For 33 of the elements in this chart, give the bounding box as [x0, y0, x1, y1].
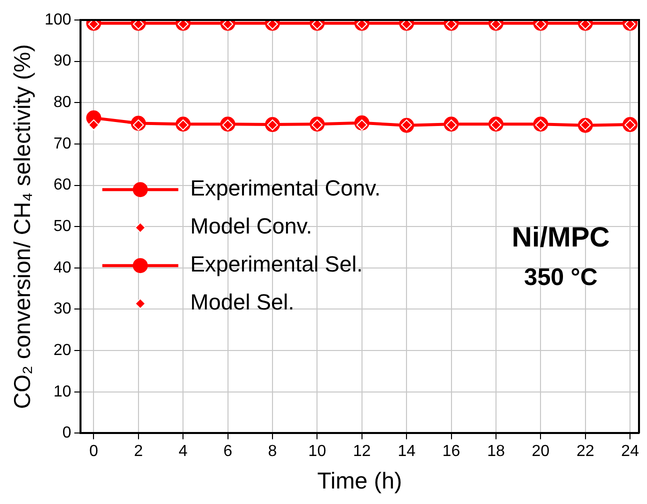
point [88, 119, 100, 130]
y-tick-label: 10 [54, 383, 72, 400]
y-tick-label: 60 [54, 176, 72, 194]
x-tick-label: 18 [487, 443, 505, 460]
annotation: 350 °C [524, 264, 598, 292]
y-tick-label: 0 [62, 424, 72, 442]
x-tick-label: 10 [308, 443, 326, 460]
x-tick-label: 24 [621, 443, 640, 460]
legend-label: Model Sel. [190, 290, 294, 315]
legend-label: Model Conv. [190, 214, 312, 239]
y-tick-label: 80 [54, 94, 72, 112]
x-tick-label: 8 [268, 443, 278, 460]
y-axis-title: CO₂ conversion/ CH₄ selectivity (%) [9, 44, 36, 409]
x-tick-label: 20 [532, 443, 550, 460]
x-tick-label: 22 [576, 443, 594, 460]
legend-label: Experimental Sel. [190, 252, 363, 277]
y-tick-label: 90 [54, 52, 72, 70]
y-tick-label: 100 [44, 11, 72, 28]
x-tick-label: 4 [178, 443, 188, 460]
x-axis-title: Time (h) [317, 468, 402, 494]
y-tick-label: 20 [54, 342, 72, 359]
y-tick-label: 70 [54, 135, 72, 152]
x-tick-label: 2 [134, 443, 143, 460]
x-tick-label: 12 [352, 443, 371, 460]
legend-label: Experimental Conv. [190, 176, 381, 201]
x-tick-label: 16 [442, 443, 460, 460]
x-tick-label: 6 [223, 443, 232, 460]
y-tick-label: 40 [54, 259, 72, 276]
x-tick-label: 0 [89, 443, 98, 460]
x-tick-label: 14 [398, 443, 416, 460]
annotation: Ni/MPC [512, 221, 610, 252]
y-tick-label: 30 [54, 300, 72, 318]
y-tick-label: 50 [54, 218, 72, 236]
